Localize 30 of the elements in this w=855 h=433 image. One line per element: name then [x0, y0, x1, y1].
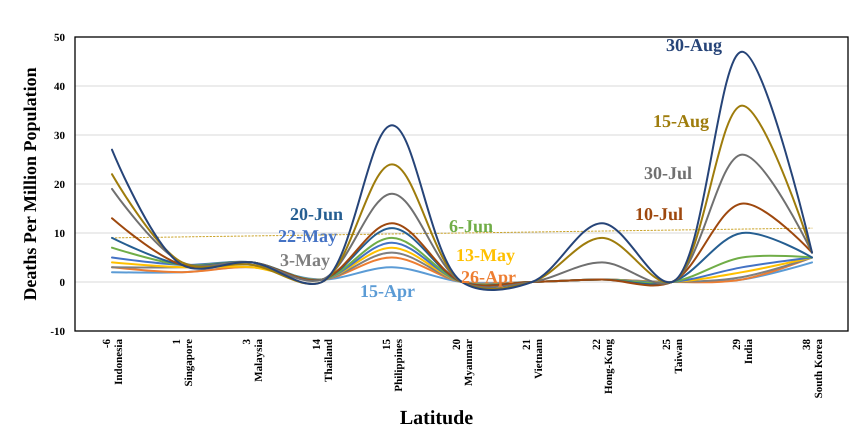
x-tick-label: 38 South Korea	[800, 338, 825, 398]
series-label: 15-Aug	[652, 111, 709, 131]
series-label: 15-Apr	[360, 281, 416, 301]
x-tick-label: 29 India	[730, 338, 755, 364]
y-tick-label: 30	[54, 130, 66, 142]
x-tick-label: 21 Vietnam	[520, 339, 545, 379]
x-tick-label: 1 Singapore	[170, 338, 195, 386]
y-tick-label: 0	[60, 276, 66, 289]
x-tick-label: 22 Hong-Kong	[590, 338, 615, 394]
series-label: 30-Jul	[644, 163, 692, 183]
series-label: 13-May	[456, 245, 515, 265]
series-label: 3-May	[280, 250, 330, 270]
y-tick-label: 10	[54, 228, 66, 240]
series-label: 20-Jun	[290, 204, 343, 224]
series-label: 26-Apr	[461, 267, 516, 287]
x-tick-label: 3 Malaysia	[240, 338, 265, 382]
y-tick-label: -10	[50, 326, 66, 338]
series-label: 6-Jun	[449, 216, 494, 236]
x-tick-label: 25 Taiwan	[660, 338, 685, 374]
x-tick-label: 20 Myanmar	[450, 338, 475, 386]
y-axis-title: Deaths Per Million Population	[20, 67, 40, 301]
x-tick-label: 14 Thailand	[310, 338, 335, 382]
x-tick-label: 15 Philippines	[380, 338, 405, 392]
y-tick-label: 20	[54, 178, 66, 191]
x-axis-title: Latitude	[400, 407, 474, 429]
x-tick-label: -6 Indonesia	[100, 338, 125, 385]
y-tick-label: 40	[54, 80, 66, 93]
y-tick-label: 50	[54, 32, 66, 44]
series-label: 10-Jul	[634, 204, 683, 224]
series-label: 30-Aug	[666, 35, 722, 55]
